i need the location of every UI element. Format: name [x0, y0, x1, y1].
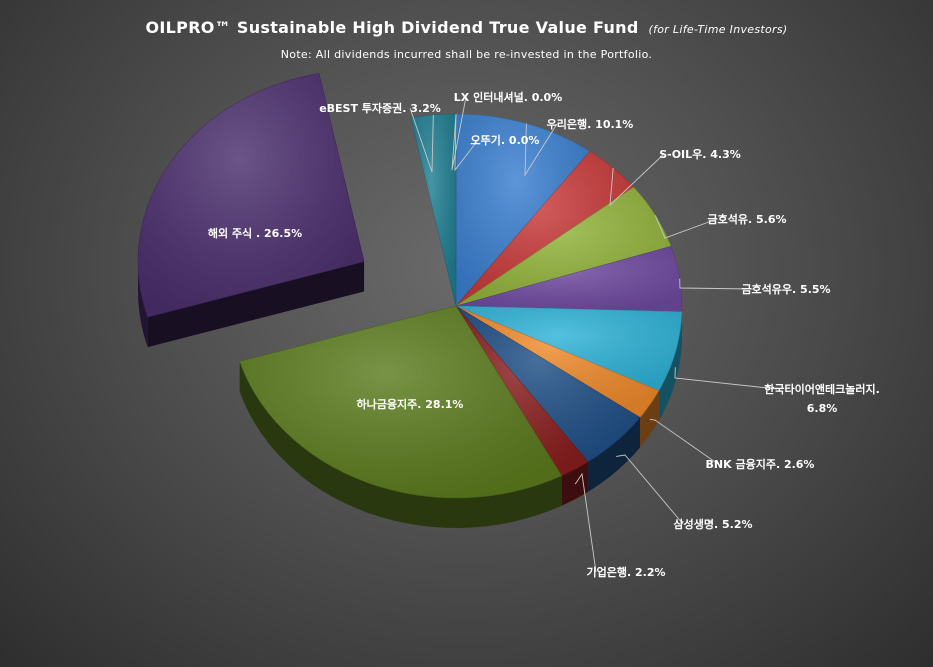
slice-0-data-label: 우리은행. 10.1%: [547, 117, 634, 131]
slice-7-leader-line: [574, 472, 597, 573]
slice-10-data-label: eBEST 투자증권. 3.2%: [319, 101, 441, 115]
slice-3-data-label: 금호석유우. 5.5%: [741, 282, 830, 296]
slice-5-data-label: BNK 금융지주. 2.6%: [706, 457, 815, 471]
slice-9-radial-wall-0: [147, 261, 365, 348]
slice-7-data-label: 기업은행. 2.2%: [587, 565, 666, 579]
pie-leaders: [409, 96, 778, 573]
slice-12-data-label: 오뚜기. 0.0%: [471, 133, 540, 147]
slice-8-shine: [239, 306, 562, 498]
slice-6-leader-line: [616, 454, 684, 525]
slice-9-outer-wall: [138, 261, 148, 348]
slice-7-shine: [456, 306, 589, 476]
slice-6-shine: [456, 306, 640, 462]
slice-10-leader-line: [409, 107, 434, 173]
slice-2-data-label: 금호석유. 5.6%: [708, 212, 787, 226]
pie-labels: 우리은행. 10.1% S-OIL우. 4.3% 금호석유. 5.6% 금호석유우. …: [208, 90, 880, 579]
slice-6-data-label: 삼성생명. 5.2%: [674, 517, 753, 531]
slice-5-outer-wall: [640, 390, 659, 448]
slice-4-shine: [456, 306, 682, 391]
chart-note: Note: All dividends incurred shall be re…: [280, 48, 653, 61]
slice-1-leader-line: [609, 153, 665, 207]
slice-2-leader-line: [654, 215, 718, 239]
slice-4-leader-line: [674, 367, 778, 390]
slice-0-leader-line: [524, 123, 558, 177]
slice-10-shine: [410, 114, 456, 306]
slice-11-leader-line: [451, 96, 467, 171]
slice-9-data-label: 해외 주식 . 26.5%: [208, 226, 302, 240]
slice-1-shine: [456, 151, 634, 306]
slice-0-shine: [456, 114, 590, 306]
chart-title-main: OILPRO™ Sustainable High Dividend True V…: [145, 18, 639, 37]
slice-5-shine: [456, 306, 659, 418]
chart-title: OILPRO™ Sustainable High Dividend True V…: [0, 18, 933, 37]
slice-12-leader-line: [454, 113, 479, 172]
slice-8-outer-wall: [239, 361, 562, 528]
slice-11-data-label: LX 인터내셔널. 0.0%: [454, 90, 562, 104]
slice-4-data-label: 한국타이어앤테크놀러지. 6.8%: [764, 382, 880, 415]
slice-3-leader-line: [679, 278, 754, 290]
slice-4-outer-wall: [658, 311, 682, 421]
pie-sides: [138, 73, 682, 528]
slice-9-shine: [138, 73, 365, 318]
slice-1-data-label: S-OIL우. 4.3%: [659, 148, 741, 161]
slice-3-shine: [456, 246, 683, 312]
chart-title-suffix: (for Life-Time Investors): [648, 23, 788, 36]
slice-6-outer-wall: [588, 417, 640, 492]
pie-tops: [137, 73, 683, 499]
slice-5-leader-line: [649, 418, 719, 465]
slice-2-shine: [456, 187, 671, 306]
slice-8-data-label: 하나금융지주. 28.1%: [357, 397, 464, 411]
